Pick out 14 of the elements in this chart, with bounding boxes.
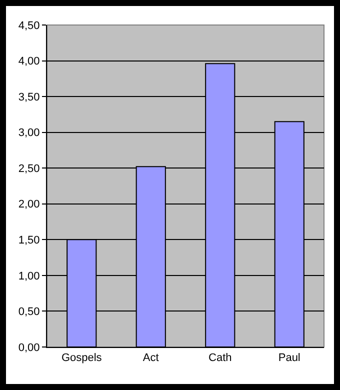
y-tick-label: 1,50 xyxy=(18,234,40,247)
x-tick-label: Gospels xyxy=(61,352,102,364)
x-tick-label: Act xyxy=(142,352,159,364)
y-tick-label: 4,50 xyxy=(18,20,40,32)
y-tick-label: 1,00 xyxy=(18,270,40,282)
y-tick-label: 2,00 xyxy=(18,198,40,211)
y-tick-label: 3,00 xyxy=(18,127,40,140)
y-tick-label: 3,50 xyxy=(18,91,40,104)
y-tick-label: 0,00 xyxy=(18,342,40,354)
x-tick-label: Paul xyxy=(278,352,300,364)
y-tick-label: 0,50 xyxy=(18,306,40,318)
x-tick-label: Cath xyxy=(208,352,232,364)
y-tick-label: 2,50 xyxy=(18,162,40,175)
y-tick-label: 4,00 xyxy=(18,56,40,68)
